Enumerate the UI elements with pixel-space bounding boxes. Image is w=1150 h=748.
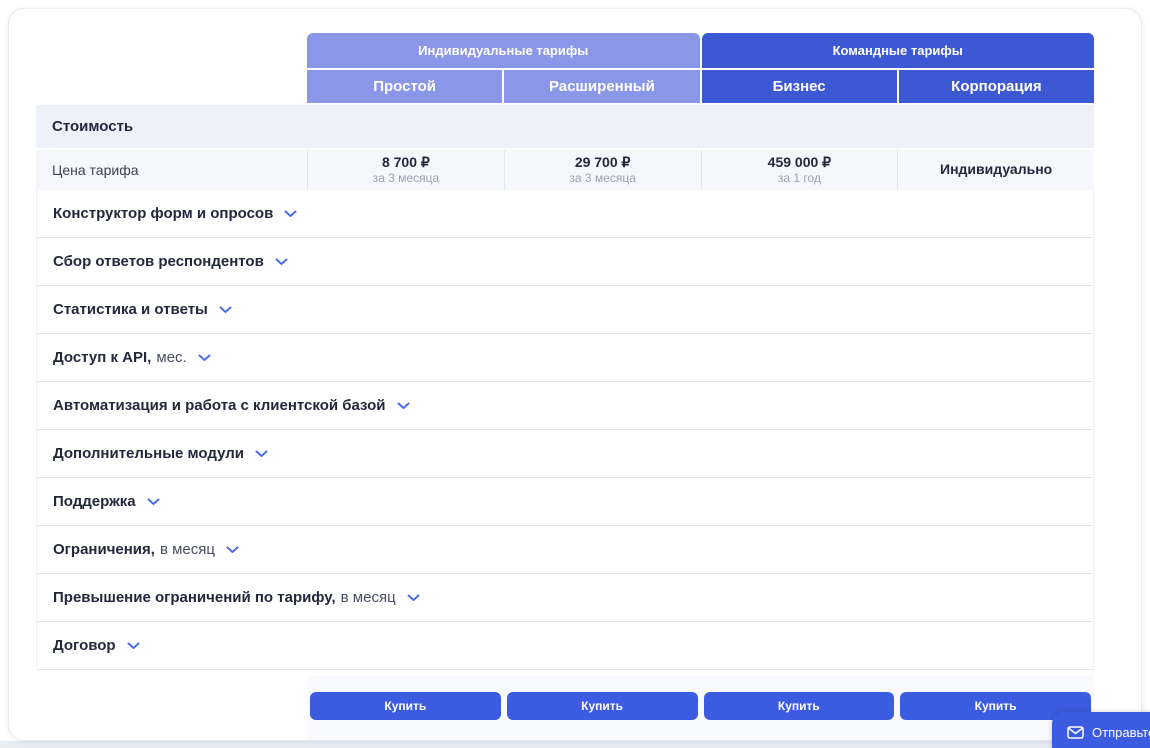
price-value: 459 000 ₽ — [767, 153, 832, 170]
buy-buttons-row: Купить Купить Купить Купить — [307, 692, 1094, 720]
buy-button-extended[interactable]: Купить — [506, 692, 698, 720]
tab-team-tariffs[interactable]: Командные тарифы — [701, 33, 1094, 68]
section-header-cost: Стоимость — [36, 105, 1094, 148]
section-row-automation-crm[interactable]: Автоматизация и работа с клиентской базо… — [37, 382, 1093, 430]
section-row-limits[interactable]: Ограничения, в месяц — [37, 526, 1093, 574]
chevron-down-icon — [226, 546, 239, 554]
price-cell-corporation: Индивидуально — [897, 150, 1094, 190]
price-value: 8 700 ₽ — [381, 153, 430, 170]
buy-button-simple[interactable]: Купить — [310, 692, 501, 720]
chevron-down-icon — [198, 354, 211, 362]
price-cell-extended: 29 700 ₽ за 3 месяца — [503, 150, 701, 190]
column-header-simple[interactable]: Простой — [307, 70, 503, 103]
section-row-statistics[interactable]: Статистика и ответы — [37, 286, 1093, 334]
buy-button-business[interactable]: Купить — [703, 692, 895, 720]
chevron-down-icon — [127, 642, 140, 650]
section-row-api-access[interactable]: Доступ к API, мес. — [37, 334, 1093, 382]
chevron-down-icon — [255, 450, 268, 458]
price-value: Индивидуально — [940, 161, 1053, 178]
price-row-label: Цена тарифа — [52, 162, 139, 178]
envelope-icon — [1067, 725, 1084, 739]
column-header-business[interactable]: Бизнес — [701, 70, 897, 103]
price-row: Цена тарифа 8 700 ₽ за 3 месяца 29 700 ₽… — [36, 150, 1094, 190]
price-period: за 1 год — [777, 171, 821, 186]
section-row-limit-overage[interactable]: Превышение ограничений по тарифу, в месяц — [37, 574, 1093, 622]
tariff-tab-groups: Индивидуальные тарифы Командные тарифы — [307, 33, 1094, 68]
price-cell-business: 459 000 ₽ за 1 год — [700, 150, 898, 190]
chevron-down-icon — [407, 594, 420, 602]
page-bottom-strip — [0, 741, 1150, 748]
price-cell-simple: 8 700 ₽ за 3 месяца — [307, 150, 504, 190]
chevron-down-icon — [397, 402, 410, 410]
section-row-contract[interactable]: Договор — [37, 622, 1093, 670]
price-period: за 3 месяца — [569, 171, 636, 186]
plan-column-headers: Простой Расширенный Бизнес Корпорация — [307, 70, 1094, 103]
chevron-down-icon — [219, 306, 232, 314]
feedback-button[interactable]: Отправьте — [1052, 712, 1150, 748]
chevron-down-icon — [284, 210, 297, 218]
chevron-down-icon — [275, 258, 288, 266]
feature-sections: Конструктор форм и опросов Сбор ответов … — [36, 190, 1094, 670]
section-row-form-builder[interactable]: Конструктор форм и опросов — [37, 190, 1093, 238]
column-header-corporation[interactable]: Корпорация — [898, 70, 1094, 103]
section-row-additional-modules[interactable]: Дополнительные модули — [37, 430, 1093, 478]
price-value: 29 700 ₽ — [574, 153, 631, 170]
column-header-extended[interactable]: Расширенный — [504, 70, 700, 103]
price-period: за 3 месяца — [372, 171, 440, 186]
tab-individual-tariffs[interactable]: Индивидуальные тарифы — [307, 33, 700, 68]
section-row-support[interactable]: Поддержка — [37, 478, 1093, 526]
feedback-button-label: Отправьте — [1092, 724, 1150, 740]
chevron-down-icon — [147, 498, 160, 506]
section-header-cost-label: Стоимость — [52, 118, 134, 135]
section-row-response-collection[interactable]: Сбор ответов респондентов — [37, 238, 1093, 286]
